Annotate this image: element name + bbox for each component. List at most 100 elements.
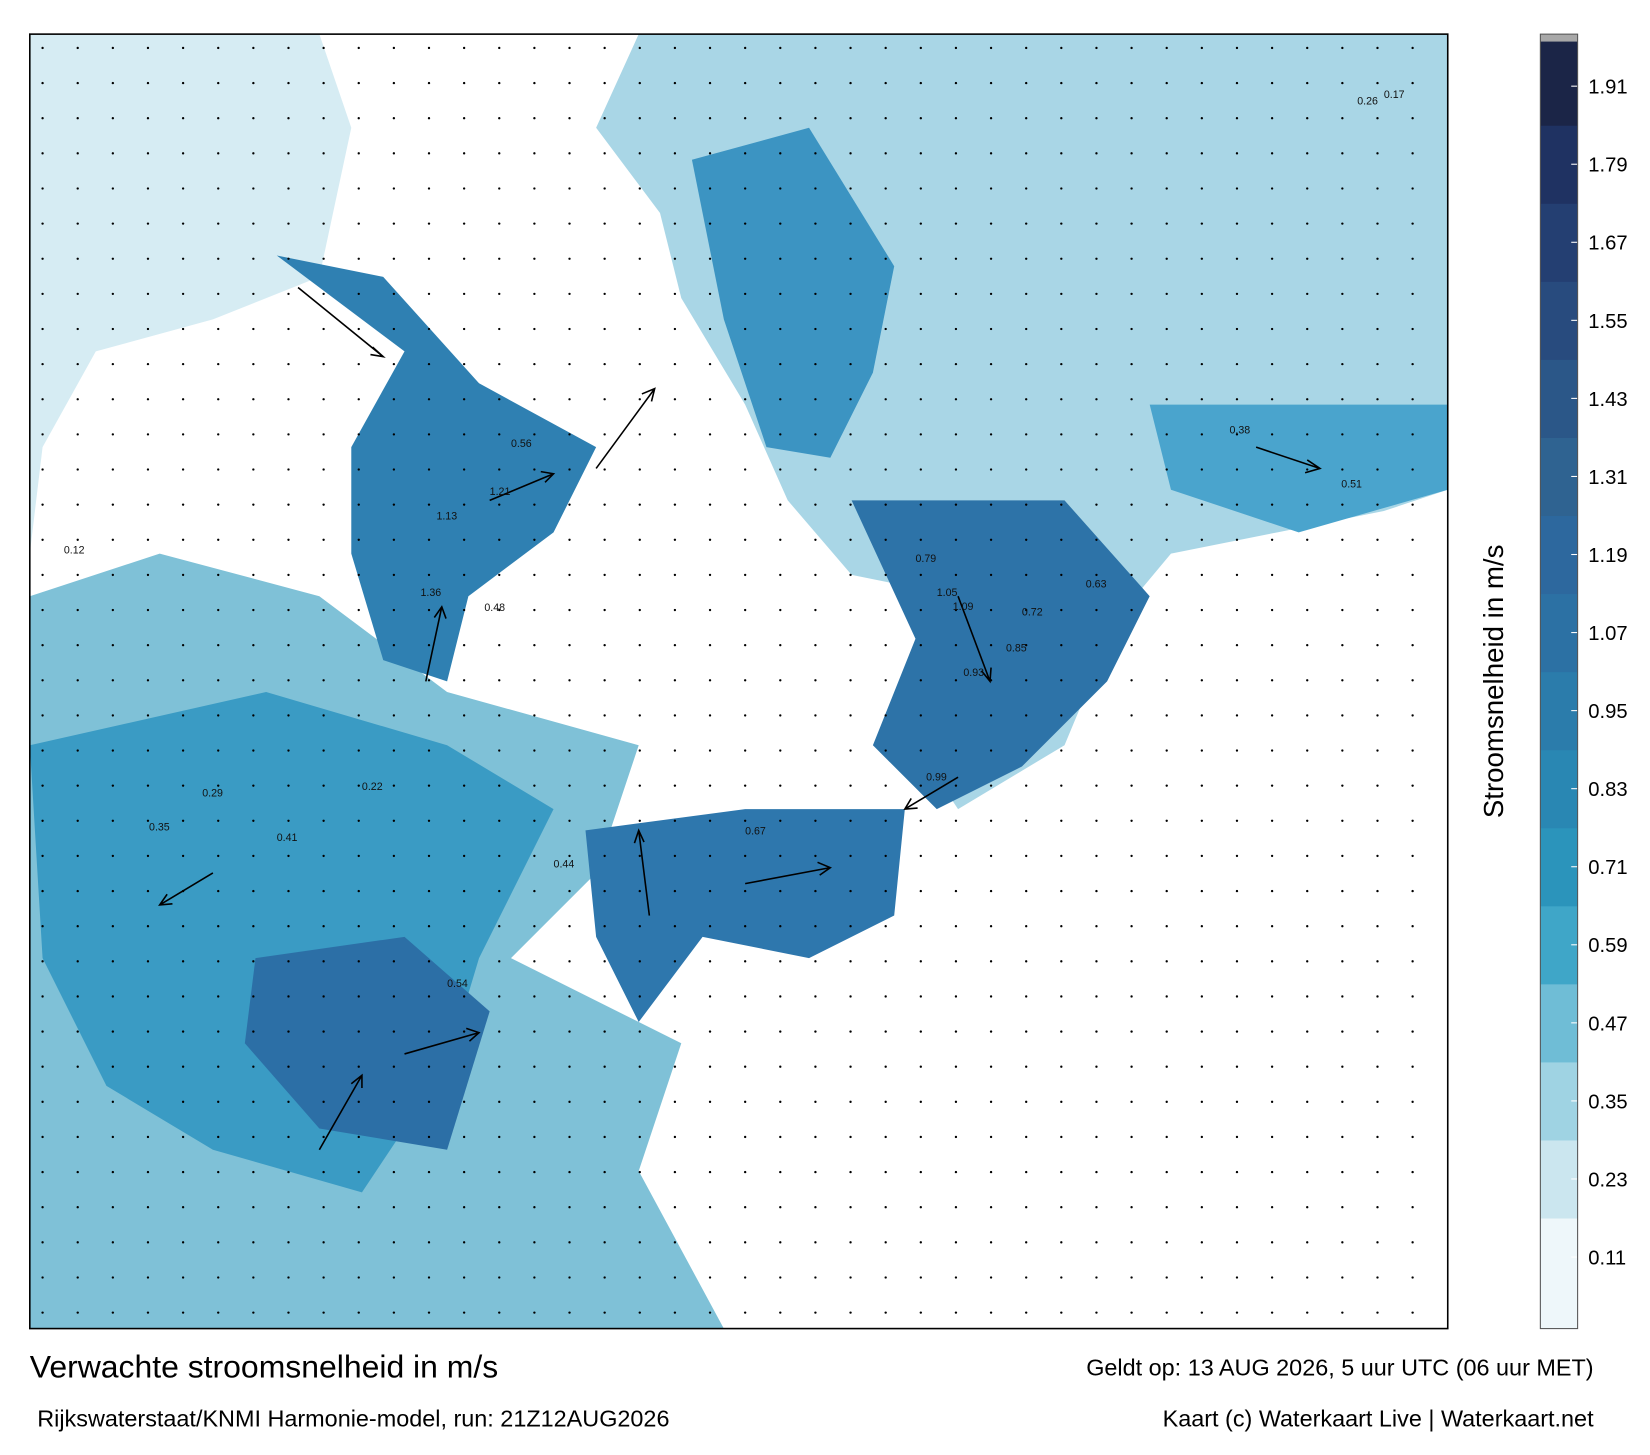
grid-dot: [1376, 573, 1379, 577]
grid-dot: [1025, 362, 1028, 366]
grid-dot: [1235, 1311, 1239, 1314]
grid-dot: [1200, 1100, 1204, 1104]
grid-dot: [1165, 468, 1168, 471]
grid-dot: [1306, 538, 1309, 541]
grid-dot: [252, 819, 255, 822]
grid-dot: [673, 1241, 677, 1244]
grid-dot: [146, 889, 150, 893]
grid-dot: [1095, 1030, 1098, 1033]
grid-dot: [322, 784, 325, 787]
grid-dot: [1411, 643, 1414, 647]
grid-dot: [1060, 889, 1063, 893]
grid-dot: [498, 81, 501, 85]
grid-dot: [884, 1276, 887, 1279]
grid-dot: [146, 292, 150, 296]
grid-dot: [533, 1030, 536, 1033]
grid-dot: [1376, 1030, 1379, 1033]
grid-dot: [1130, 573, 1133, 577]
grid-dot: [814, 608, 817, 612]
grid-dot: [779, 362, 782, 366]
grid-dot: [1165, 327, 1168, 331]
speed-label: 0.51: [1341, 479, 1362, 491]
grid-dot: [41, 187, 44, 190]
grid-dot: [41, 1030, 44, 1033]
grid-dot: [1341, 1276, 1344, 1279]
grid-dot: [1306, 819, 1309, 822]
grid-dot: [638, 327, 641, 331]
grid-dot: [1306, 714, 1309, 717]
grid-dot: [814, 573, 817, 577]
grid-dot: [1235, 538, 1239, 541]
grid-dot: [779, 1170, 782, 1174]
grid-dot: [1411, 1206, 1414, 1209]
grid-dot: [427, 1135, 431, 1139]
grid-dot: [76, 327, 79, 331]
grid-dot: [743, 327, 747, 331]
grid-dot: [884, 1100, 887, 1104]
grid-dot: [884, 1241, 887, 1244]
grid-dot: [1411, 1100, 1414, 1104]
grid-dot: [462, 292, 466, 296]
grid-dot: [1376, 222, 1379, 225]
grid-dot: [427, 960, 431, 963]
grid-dot: [1341, 327, 1344, 331]
grid-dot: [884, 433, 887, 436]
grid-dot: [568, 1170, 571, 1174]
grid-dot: [146, 327, 150, 331]
grid-dot: [708, 995, 712, 998]
grid-dot: [989, 749, 993, 752]
grid-dot: [357, 292, 360, 296]
grid-dot: [603, 995, 606, 998]
grid-dot: [111, 1065, 115, 1068]
grid-dot: [1235, 468, 1239, 471]
grid-dot: [1376, 46, 1379, 50]
grid-dot: [1376, 503, 1379, 506]
grid-dot: [1376, 854, 1379, 858]
grid-dot: [1200, 925, 1204, 928]
grid-dot: [884, 1065, 887, 1068]
grid-dot: [181, 749, 185, 752]
grid-dot: [1060, 1065, 1063, 1068]
grid-dot: [708, 573, 712, 577]
colorbar-label: Stroomsnelheid in m/s: [1478, 545, 1509, 819]
grid-dot: [392, 46, 396, 50]
grid-dot: [849, 1170, 852, 1174]
grid-dot: [919, 1311, 922, 1314]
grid-dot: [1341, 749, 1344, 752]
grid-dot: [1025, 1135, 1028, 1139]
grid-dot: [1130, 643, 1133, 647]
grid-dot: [1270, 784, 1274, 787]
grid-dot: [673, 187, 677, 190]
grid-dot: [252, 1135, 255, 1139]
grid-dot: [217, 433, 220, 436]
grid-dot: [217, 1170, 220, 1174]
grid-dot: [779, 187, 782, 190]
grid-dot: [1235, 1100, 1239, 1104]
grid-dot: [1341, 187, 1344, 190]
grid-dot: [884, 398, 887, 401]
grid-dot: [989, 433, 993, 436]
grid-dot: [603, 854, 606, 858]
grid-dot: [498, 398, 501, 401]
sea: [29, 34, 352, 554]
speed-label: 1.36: [420, 587, 441, 599]
grid-dot: [1270, 573, 1274, 577]
grid-dot: [1165, 46, 1168, 50]
grid-dot: [708, 292, 712, 296]
grid-dot: [814, 1206, 817, 1209]
grid-dot: [217, 327, 220, 331]
grid-dot: [252, 257, 255, 260]
grid-dot: [1200, 1206, 1204, 1209]
grid-dot: [533, 854, 536, 858]
grid-dot: [1235, 925, 1239, 928]
grid-dot: [146, 117, 150, 120]
grid-dot: [814, 1311, 817, 1314]
grid-dot: [884, 854, 887, 858]
grid-dot: [76, 679, 79, 682]
speed-label: 0.79: [915, 553, 936, 565]
grid-dot: [1200, 1170, 1204, 1174]
grid-dot: [1060, 538, 1063, 541]
grid-dot: [76, 152, 79, 155]
grid-dot: [217, 1100, 220, 1104]
grid-dot: [884, 784, 887, 787]
